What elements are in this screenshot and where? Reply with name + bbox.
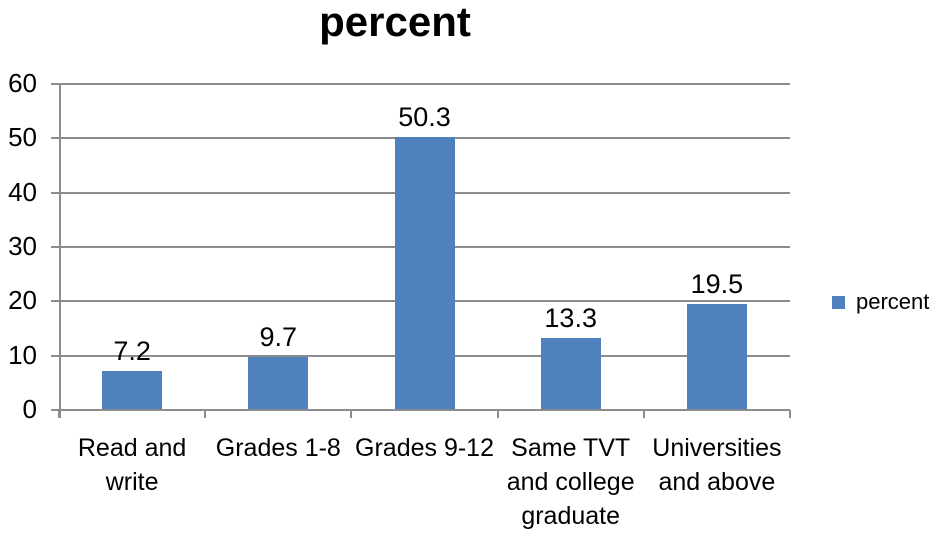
chart-title: percent: [319, 0, 471, 45]
y-tick: [51, 300, 59, 303]
y-tick-label: 40: [8, 176, 37, 207]
x-tick: [350, 410, 353, 418]
bar-value-label: 9.7: [259, 322, 298, 353]
y-tick-label: 10: [8, 339, 37, 370]
bar: [394, 136, 455, 409]
bar-value-label: 7.2: [113, 335, 151, 366]
x-tick: [58, 410, 60, 418]
bar: [540, 337, 601, 409]
legend: percent: [832, 291, 929, 313]
y-tick: [51, 354, 59, 357]
y-tick-label: 20: [8, 285, 37, 316]
x-category-label: Same TVT and college graduate: [506, 434, 635, 530]
gridline: [59, 83, 790, 85]
legend-label: percent: [856, 289, 930, 314]
bar: [686, 304, 747, 409]
y-tick: [51, 246, 59, 248]
x-category-label: Grades 9-12: [355, 434, 494, 462]
x-category-label: Universities and above: [652, 434, 782, 496]
y-tick: [51, 137, 59, 140]
y-tick-label: 50: [8, 122, 37, 153]
y-tick-label: 30: [8, 231, 37, 261]
x-tick: [789, 410, 791, 418]
bar: [248, 357, 309, 409]
y-tick: [51, 191, 59, 194]
bar: [102, 370, 163, 409]
x-category-label: Grades 1-8: [215, 434, 341, 462]
x-tick: [642, 410, 645, 418]
y-axis-line: [59, 84, 61, 418]
bar-value-label: 19.5: [690, 269, 744, 300]
y-tick-label: 60: [8, 68, 37, 98]
y-tick: [51, 83, 59, 85]
y-tick-label: 0: [22, 394, 37, 424]
x-axis-line: [51, 409, 790, 411]
legend-color-swatch: [832, 295, 845, 309]
x-tick: [204, 410, 207, 418]
bar-value-label: 50.3: [398, 101, 451, 132]
x-category-label: Read and write: [77, 434, 187, 496]
bar-value-label: 13.3: [544, 302, 597, 333]
x-tick: [496, 410, 499, 418]
